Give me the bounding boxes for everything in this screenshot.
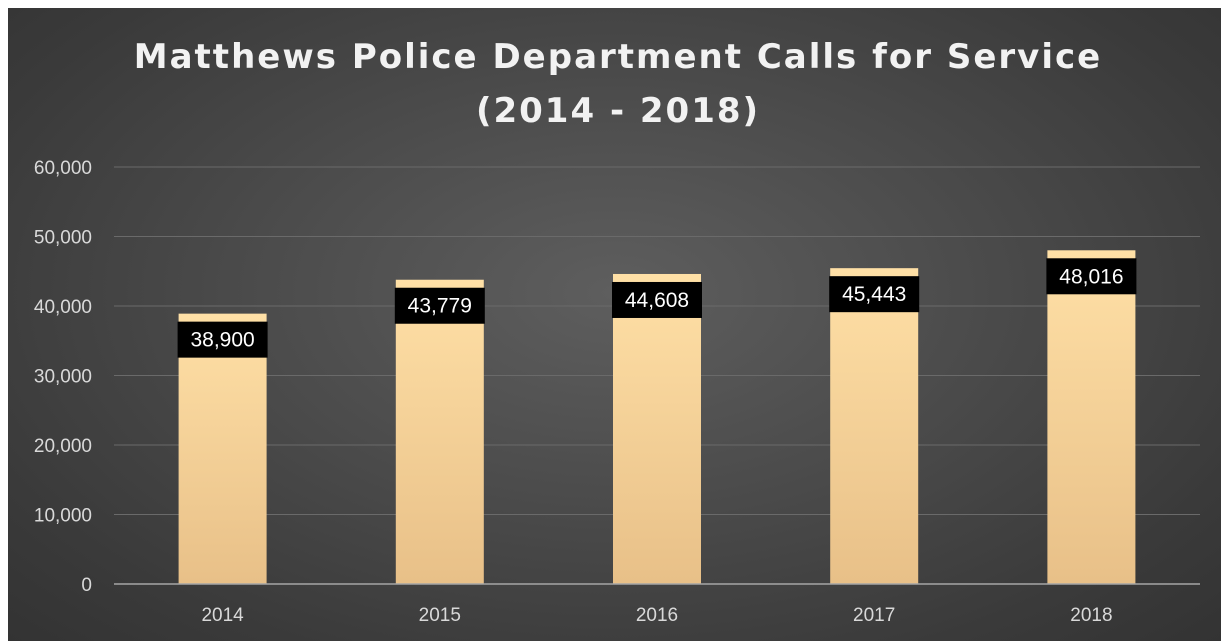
bar-2017 bbox=[830, 268, 919, 584]
x-tick-label: 2017 bbox=[853, 605, 895, 626]
data-labels: 38,900 43,779 44,608 45,443 48,016 bbox=[177, 258, 1137, 358]
data-label: 43,779 bbox=[408, 295, 472, 318]
bar-2018 bbox=[1047, 250, 1136, 584]
bars bbox=[178, 250, 1136, 584]
data-label: 45,443 bbox=[842, 283, 906, 306]
x-tick-label: 2014 bbox=[201, 605, 244, 626]
data-label-box bbox=[829, 276, 920, 313]
y-tick-label: 40,000 bbox=[34, 297, 92, 318]
data-label-box bbox=[1046, 258, 1137, 295]
x-tick-label: 2015 bbox=[419, 605, 461, 626]
data-label-box bbox=[394, 287, 485, 324]
data-label-box bbox=[612, 281, 702, 318]
y-tick-label: 30,000 bbox=[34, 367, 92, 388]
chart-title-line-2: (2014 - 2018) bbox=[476, 91, 760, 131]
data-label: 44,608 bbox=[625, 289, 689, 312]
chart-title-line-1: Matthews Police Department Calls for Ser… bbox=[134, 37, 1102, 77]
data-label-box bbox=[177, 321, 268, 358]
y-tick-label: 60,000 bbox=[34, 158, 92, 179]
y-axis-ticks: 0 10,000 20,000 30,000 40,000 50,000 60,000 bbox=[34, 158, 92, 596]
bar-2016 bbox=[613, 273, 701, 584]
bar-2015 bbox=[395, 279, 484, 584]
chart-frame: Matthews Police Department Calls for Ser… bbox=[8, 8, 1221, 641]
bar-chart: Matthews Police Department Calls for Ser… bbox=[34, 37, 1200, 626]
x-tick-label: 2018 bbox=[1070, 605, 1112, 626]
y-tick-label: 0 bbox=[81, 575, 92, 596]
bar-2014 bbox=[178, 313, 267, 584]
y-tick-label: 10,000 bbox=[34, 506, 92, 527]
data-label: 38,900 bbox=[190, 329, 254, 352]
x-tick-label: 2016 bbox=[636, 605, 678, 626]
y-tick-label: 20,000 bbox=[34, 436, 92, 457]
x-axis-ticks: 2014 2015 2016 2017 2018 bbox=[201, 605, 1112, 626]
data-label: 48,016 bbox=[1059, 265, 1123, 288]
y-tick-label: 50,000 bbox=[34, 228, 92, 249]
